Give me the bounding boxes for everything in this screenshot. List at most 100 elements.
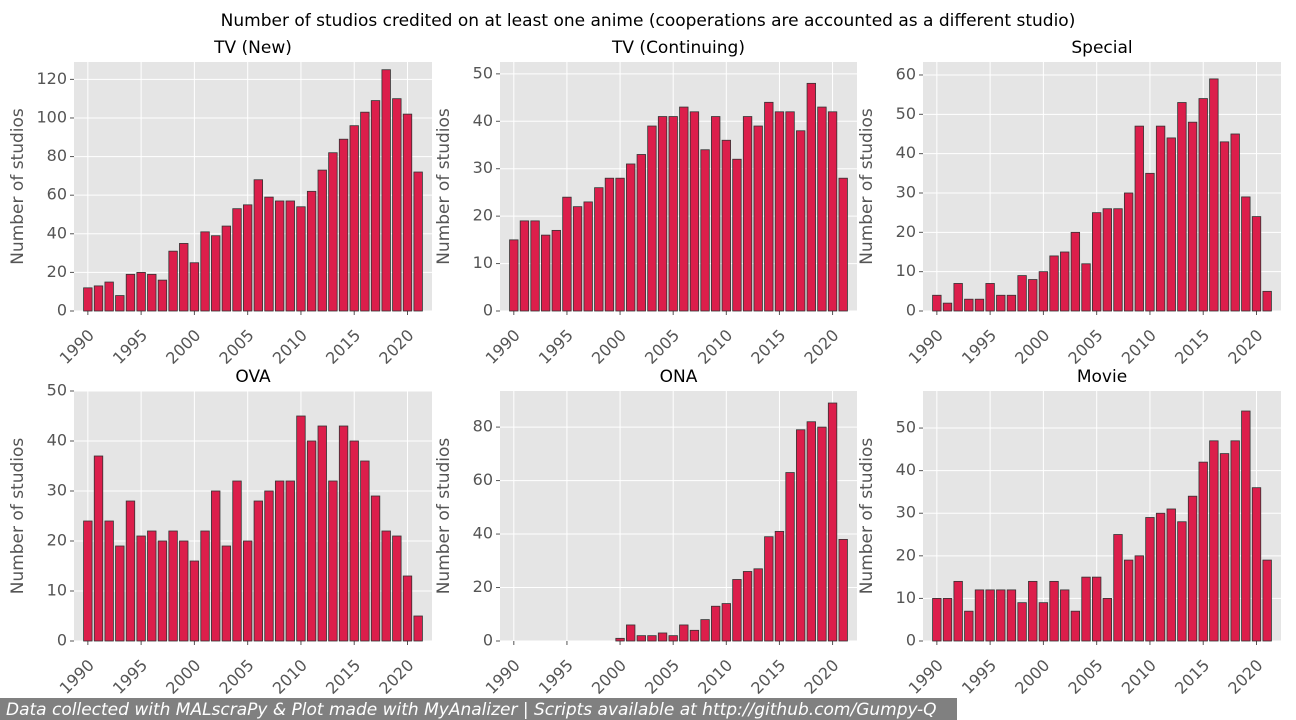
bar [1177,521,1187,642]
y-axis-label: Number of studios [8,438,28,595]
bar [827,111,838,312]
x-tick-label: 2020 [1224,656,1266,698]
panel-title: Movie [1077,367,1127,387]
bar [179,243,189,312]
bar [349,440,359,642]
bar [104,281,114,312]
bar [1006,589,1017,642]
bar [125,500,136,642]
bar [360,460,370,642]
y-tick-label: 40 [47,431,67,450]
y-tick-label: 30 [473,158,493,177]
bar [136,535,146,642]
x-tick-label: 2000 [1011,326,1053,368]
bar [274,480,285,642]
y-tick-label: 50 [896,418,916,437]
bar [1166,508,1176,642]
bar [1209,78,1219,312]
bar [93,455,104,642]
bar [1102,208,1112,312]
bar [274,200,285,312]
bar [1060,251,1070,312]
x-tick-label: 1995 [109,656,151,698]
bar [1113,208,1123,312]
bar [1070,231,1081,312]
bar [806,82,816,312]
y-tick-label: 10 [47,581,67,600]
y-tick-label: 10 [896,261,916,280]
bar [932,294,942,312]
x-tick-label: 2015 [1171,656,1213,698]
bar [253,179,263,312]
y-tick-label: 30 [47,481,67,500]
bar [1219,453,1230,642]
bar [764,101,774,312]
bar [668,116,678,312]
y-tick-label: 20 [47,531,67,550]
bar [1230,440,1240,642]
bar [551,229,561,312]
y-tick-label: 120 [36,69,67,88]
y-tick-label: 0 [483,301,493,320]
footer: Data collected with MALscraPy & Plot mad… [6,700,936,720]
x-tick-label: 1990 [56,326,98,368]
y-axis-label: Number of studios [8,108,28,265]
footer-box [0,698,957,720]
bar [796,429,806,642]
bar [732,158,742,312]
x-tick-label: 2015 [747,326,789,368]
bar [1145,517,1155,642]
bar [1177,102,1187,312]
y-tick-label: 50 [47,381,67,400]
x-tick-label: 2005 [215,656,257,698]
bar [721,139,731,312]
bar [306,440,317,642]
x-tick-label: 2000 [1011,656,1053,698]
x-tick-label: 2020 [1224,326,1266,368]
bar [953,580,963,642]
bar [647,635,657,642]
bar [838,538,848,642]
bar [83,287,93,312]
bar [711,605,721,642]
bar [221,225,232,312]
x-tick-label: 2020 [800,656,842,698]
y-tick-label: 60 [47,185,67,204]
bar [232,480,242,642]
panel-title: ONA [660,367,698,387]
bar [1262,559,1272,642]
bar [285,200,295,312]
bar [147,530,157,642]
bar [827,402,838,642]
x-tick-label: 2010 [694,656,736,698]
y-tick-label: 20 [473,577,493,596]
y-tick-label: 50 [896,104,916,123]
bar [296,415,306,642]
bar [594,187,604,312]
x-tick-label: 2005 [1064,326,1106,368]
x-tick-label: 2005 [1064,656,1106,698]
x-tick-label: 1995 [958,326,1000,368]
x-tick-label: 2010 [1118,326,1160,368]
bar [1134,555,1144,642]
bar [1028,279,1038,312]
bar [392,535,402,642]
bar [104,520,114,642]
bar [519,220,530,312]
bar [615,177,625,312]
bar [732,579,742,642]
y-axis-label: Number of studios [434,438,454,595]
x-tick-label: 2005 [641,326,683,368]
y-tick-label: 20 [473,206,493,225]
bar [157,540,168,642]
x-tick-label: 2020 [800,326,842,368]
bar [1092,212,1102,312]
y-tick-label: 40 [473,111,493,130]
y-tick-label: 100 [36,107,67,126]
x-tick-label: 2000 [588,656,630,698]
bar [974,298,985,312]
bar [657,116,668,312]
bar [530,220,540,312]
bar [985,283,995,312]
